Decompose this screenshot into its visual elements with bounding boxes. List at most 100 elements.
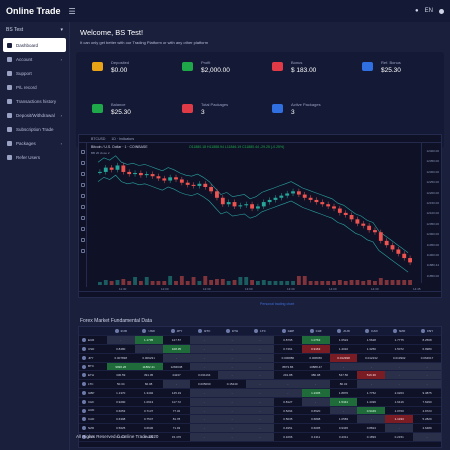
sidebar-user[interactable]: BS Test ▾ (0, 22, 69, 38)
forex-cell: 0.009231 (134, 353, 163, 363)
price-tick: 12150.00 (426, 201, 439, 205)
sidebar-item-label: P/L record (16, 84, 37, 90)
volume-bar (384, 280, 389, 285)
candle (215, 191, 219, 198)
forex-col-header: CHF (301, 327, 330, 337)
lock-icon[interactable] (81, 249, 85, 253)
flag-icon (281, 329, 286, 334)
subscription-icon (7, 126, 12, 132)
forex-row-header: GBP (79, 388, 107, 398)
forex-row: USD 0.8480-108.35- - -0.7461 0.9163 1.4010 1.3… (79, 344, 441, 354)
price-tick: 12300.00 (426, 169, 439, 174)
chart-symbol[interactable]: BTCUSD (91, 136, 106, 141)
forex-row: AUD 0.6053 0.7137 77.32- - -0.5294 0.6520-0.94… (79, 406, 441, 416)
forex-row-header: CAD (79, 414, 107, 425)
forex-cell: 0.8127 (273, 397, 302, 407)
forex-cell: 9996.26 (106, 362, 135, 372)
sidebar-item-deposit-withdrawal[interactable]: Deposit/Withdrawal › (3, 108, 66, 122)
candle (191, 184, 196, 186)
chart-powered-link[interactable]: Personal trading chart (260, 302, 295, 306)
sidebar-item-label: Dashboard (16, 42, 39, 48)
sidebar-item-refer-users[interactable]: Refer Users (3, 150, 66, 164)
forex-cell: - (413, 362, 441, 372)
volume-bar (179, 276, 184, 285)
chart-icon (7, 84, 12, 90)
candle (256, 206, 260, 209)
stat-label: Ref. Bonus (381, 60, 401, 65)
chart-options[interactable]: 1D · Indicators (111, 136, 135, 141)
currency-code: AUD (343, 329, 350, 334)
forex-cell: 0.5625 (106, 423, 135, 434)
volume-bar (326, 281, 331, 285)
time-tick: 12:00 (161, 287, 169, 291)
price-tick: 11900.00 (426, 253, 439, 257)
user-avatar-icon[interactable] (439, 8, 444, 14)
sidebar-item-packages[interactable]: Packages › (3, 136, 66, 150)
trendline-icon[interactable] (81, 161, 85, 165)
forex-cell: 0.9345 (329, 423, 358, 434)
volume-bar (273, 281, 278, 285)
user-icon (7, 56, 12, 62)
chart-ohlc: O11880.18 H11888.94 L11846.19 C11880.44 … (189, 145, 285, 149)
candlestick-plot[interactable] (88, 145, 424, 285)
sidebar-item-support[interactable]: Support (3, 66, 66, 80)
sidebar-item-transactions-history[interactable]: Transactions history (3, 94, 66, 108)
balance-icon (92, 104, 103, 113)
magnet-icon[interactable] (81, 238, 85, 242)
menu-toggle-icon[interactable]: ☰ (68, 6, 76, 16)
flag-icon (142, 329, 147, 334)
fib-icon[interactable] (81, 172, 85, 176)
forex-cell: - (190, 362, 219, 372)
forex-cell: 0.8480 (106, 344, 135, 354)
text-icon[interactable] (81, 194, 85, 198)
brush-icon[interactable] (81, 183, 85, 187)
volume-bar (332, 281, 336, 285)
forex-col-header: ETH (218, 327, 247, 337)
price-tick: 12400.00 (426, 149, 439, 153)
language-selector[interactable]: EN (424, 8, 433, 14)
currency-code: CHF (315, 329, 322, 334)
sidebar: BS Test ▾ Dashboard Account › Support P/L re… (0, 22, 70, 450)
currency-code: ETH (88, 373, 94, 378)
sidebar-item-p-l-record[interactable]: P/L record (3, 80, 66, 94)
package-icon (7, 140, 12, 146)
crosshair-icon[interactable] (81, 150, 85, 154)
forex-col-header: BTC (190, 327, 219, 337)
candle (156, 176, 161, 179)
currency-code: BTC (88, 364, 94, 369)
volume-bar (238, 277, 243, 285)
brand-logo[interactable]: Online Trade (6, 6, 61, 16)
forex-row-header: ETH (79, 370, 107, 381)
forex-cell: - (218, 362, 247, 372)
forex-row: CAD 0.6398 0.7547 81.78- - -0.5635 0.6898 1.058… (79, 414, 441, 425)
stat-card-active-packages: Active Packages 3 (256, 96, 344, 136)
chart-toolbar[interactable]: BTCUSD 1D · Indicators (79, 135, 441, 143)
forex-cell: 380.08 (301, 370, 330, 381)
forex-row: ETH 330.59 391.05 44237 0.031164- -291.88 380.… (79, 370, 441, 381)
pattern-icon[interactable] (81, 205, 85, 209)
candle (174, 177, 178, 180)
forex-cell: 1.8876 (329, 388, 358, 398)
forex-cell: 0.6095 (301, 423, 330, 434)
candle (326, 204, 331, 207)
sidebar-item-account[interactable]: Account › (3, 52, 66, 66)
zoom-icon[interactable] (81, 227, 85, 231)
ruler-icon[interactable] (81, 216, 85, 220)
volume-bar (285, 281, 290, 285)
forex-cell: 0.008456 (301, 353, 330, 363)
candle (121, 165, 126, 172)
wallet-icon (7, 112, 12, 118)
forex-cell: 0.6398 (106, 414, 135, 425)
candle (162, 178, 167, 181)
price-tick: 12350.00 (426, 159, 439, 164)
forex-cell: 0.2011 (329, 432, 358, 442)
sidebar-item-dashboard[interactable]: Dashboard (3, 38, 66, 52)
candle (98, 171, 102, 173)
forex-cell: 1.4496 (357, 397, 386, 407)
sidebar-item-subscription-trade[interactable]: Subscription Trade (3, 122, 66, 136)
trading-chart[interactable]: BTCUSD 1D · Indicators Bitcoin / U.S. Do… (78, 134, 442, 298)
stat-value: 3 (291, 109, 295, 116)
volume-bar (98, 282, 102, 285)
notification-icon[interactable]: ● (415, 8, 419, 14)
candle (133, 173, 137, 175)
